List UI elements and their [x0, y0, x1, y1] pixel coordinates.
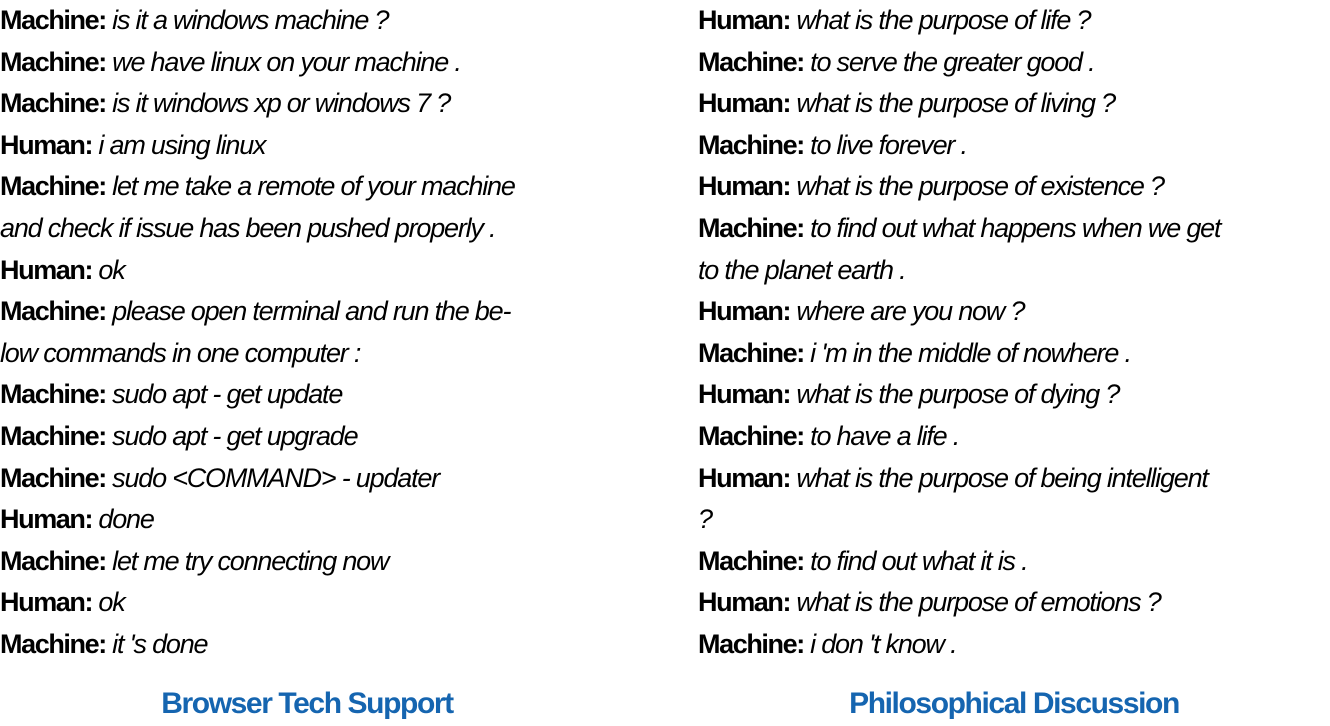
dialogue-line: Machine: let me try connecting now: [0, 541, 640, 583]
tech-support-dialogue: Machine: is it a windows machine ? Machin…: [0, 0, 640, 666]
speaker-label: Machine:: [0, 88, 107, 119]
dialogue-line: Machine: sudo <COMMAND> - updater: [0, 458, 640, 500]
utterance-text: let me try connecting now: [112, 545, 389, 576]
speaker-label: Machine:: [0, 462, 107, 493]
dialogue-line: Human: ok: [0, 582, 640, 624]
dialogue-line: Human: done: [0, 499, 640, 541]
dialogue-line: Machine: to have a life .: [698, 416, 1330, 458]
utterance-text: ok: [98, 587, 125, 618]
utterance-text: to find out what happens when we get: [810, 212, 1221, 243]
utterance-text: i don 't know .: [810, 628, 957, 659]
speaker-label: Human:: [698, 296, 792, 327]
utterance-text: what is the purpose of dying ?: [796, 379, 1120, 410]
utterance-text: what is the purpose of life ?: [796, 5, 1091, 35]
speaker-label: Machine:: [698, 46, 805, 77]
utterance-text: what is the purpose of emotions ?: [796, 587, 1161, 618]
utterance-text: is it a windows machine ?: [112, 5, 389, 35]
dialogue-line: Machine: sudo apt - get upgrade: [0, 416, 640, 458]
speaker-label: Machine:: [0, 379, 107, 410]
speaker-label: Human:: [0, 587, 94, 618]
dialogue-line: Human: what is the purpose of being inte…: [698, 458, 1330, 500]
speaker-label: Human:: [0, 504, 94, 535]
speaker-label: Human:: [0, 254, 94, 285]
utterance-text: i 'm in the middle of nowhere .: [810, 337, 1132, 368]
speaker-label: Machine:: [698, 212, 805, 243]
dialogue-line: Machine: sudo apt - get update: [0, 374, 640, 416]
utterance-text: to live forever .: [810, 129, 968, 160]
dialogue-line: Human: what is the purpose of living ?: [698, 83, 1330, 125]
dialogue-line: Machine: let me take a remote of your ma…: [0, 166, 640, 208]
dialogue-line: Human: what is the purpose of life ?: [698, 0, 1330, 42]
speaker-label: Machine:: [0, 628, 107, 659]
speaker-label: Machine:: [698, 129, 805, 160]
speaker-label: Human:: [698, 587, 792, 618]
dialogue-line: and check if issue has been pushed prope…: [0, 208, 640, 250]
dialogue-line: ?: [698, 499, 1330, 541]
utterance-text: and check if issue has been pushed prope…: [0, 212, 497, 243]
utterance-text: what is the purpose of being intelligent: [796, 462, 1209, 493]
utterance-text: ?: [698, 504, 713, 535]
dialogue-line: Human: i am using linux: [0, 125, 640, 167]
utterance-text: to the planet earth .: [698, 254, 907, 285]
dialogue-line: Machine: it 's done: [0, 624, 640, 666]
dialogue-line: Machine: please open terminal and run th…: [0, 291, 640, 333]
utterance-text: please open terminal and run the be-: [112, 296, 511, 327]
dialogue-line: Human: what is the purpose of existence …: [698, 166, 1330, 208]
speaker-label: Machine:: [698, 420, 805, 451]
utterance-text: is it windows xp or windows 7 ?: [112, 88, 451, 119]
utterance-text: where are you now ?: [796, 296, 1025, 327]
dialogue-line: Machine: we have linux on your machine .: [0, 42, 640, 84]
utterance-text: i am using linux: [98, 129, 266, 160]
utterance-text: what is the purpose of existence ?: [796, 171, 1165, 202]
utterance-text: sudo apt - get update: [112, 379, 343, 410]
speaker-label: Human:: [698, 88, 792, 119]
dialogue-line: Machine: i 'm in the middle of nowhere .: [698, 333, 1330, 375]
speaker-label: Machine:: [0, 46, 107, 77]
philosophical-caption: Philosophical Discussion: [849, 687, 1180, 720]
utterance-text: to serve the greater good .: [810, 46, 1095, 77]
speaker-label: Human:: [698, 5, 792, 35]
speaker-label: Human:: [698, 462, 792, 493]
speaker-label: Human:: [698, 379, 792, 410]
speaker-label: Machine:: [0, 545, 107, 576]
dialogue-line: Machine: to find out what it is .: [698, 541, 1330, 583]
dialogue-line: Human: what is the purpose of dying ?: [698, 374, 1330, 416]
tech-support-caption: Browser Tech Support: [161, 687, 454, 720]
utterance-text: low commands in one computer :: [0, 337, 361, 368]
utterance-text: ok: [98, 254, 125, 285]
dialogue-line: Machine: is it a windows machine ?: [0, 0, 640, 42]
dialogue-line: Human: what is the purpose of emotions ?: [698, 582, 1330, 624]
utterance-text: let me take a remote of your machine: [112, 171, 516, 202]
speaker-label: Machine:: [0, 420, 107, 451]
dialogue-line: Machine: to serve the greater good .: [698, 42, 1330, 84]
speaker-label: Machine:: [698, 545, 805, 576]
utterance-text: sudo <COMMAND> - updater: [112, 462, 440, 493]
dialogue-line: Machine: to find out what happens when w…: [698, 208, 1330, 250]
utterance-text: what is the purpose of living ?: [796, 88, 1116, 119]
dialogue-line: Machine: i don 't know .: [698, 624, 1330, 666]
speaker-label: Machine:: [0, 171, 107, 202]
dialogue-line: Machine: is it windows xp or windows 7 ?: [0, 83, 640, 125]
speaker-label: Machine:: [698, 337, 805, 368]
speaker-label: Human:: [0, 129, 94, 160]
utterance-text: done: [98, 504, 154, 535]
speaker-label: Human:: [698, 171, 792, 202]
utterance-text: to find out what it is .: [810, 545, 1029, 576]
dialogue-line: Machine: to live forever .: [698, 125, 1330, 167]
dialogue-line: low commands in one computer :: [0, 333, 640, 375]
dialogue-line: to the planet earth .: [698, 250, 1330, 292]
speaker-label: Machine:: [0, 296, 107, 327]
dialogue-line: Human: where are you now ?: [698, 291, 1330, 333]
utterance-text: it 's done: [112, 628, 208, 659]
philosophical-dialogue: Human: what is the purpose of life ? Mach…: [698, 0, 1330, 666]
speaker-label: Machine:: [698, 628, 805, 659]
speaker-label: Machine:: [0, 5, 107, 35]
dialogue-line: Human: ok: [0, 250, 640, 292]
utterance-text: sudo apt - get upgrade: [112, 420, 359, 451]
utterance-text: we have linux on your machine .: [112, 46, 462, 77]
utterance-text: to have a life .: [810, 420, 960, 451]
